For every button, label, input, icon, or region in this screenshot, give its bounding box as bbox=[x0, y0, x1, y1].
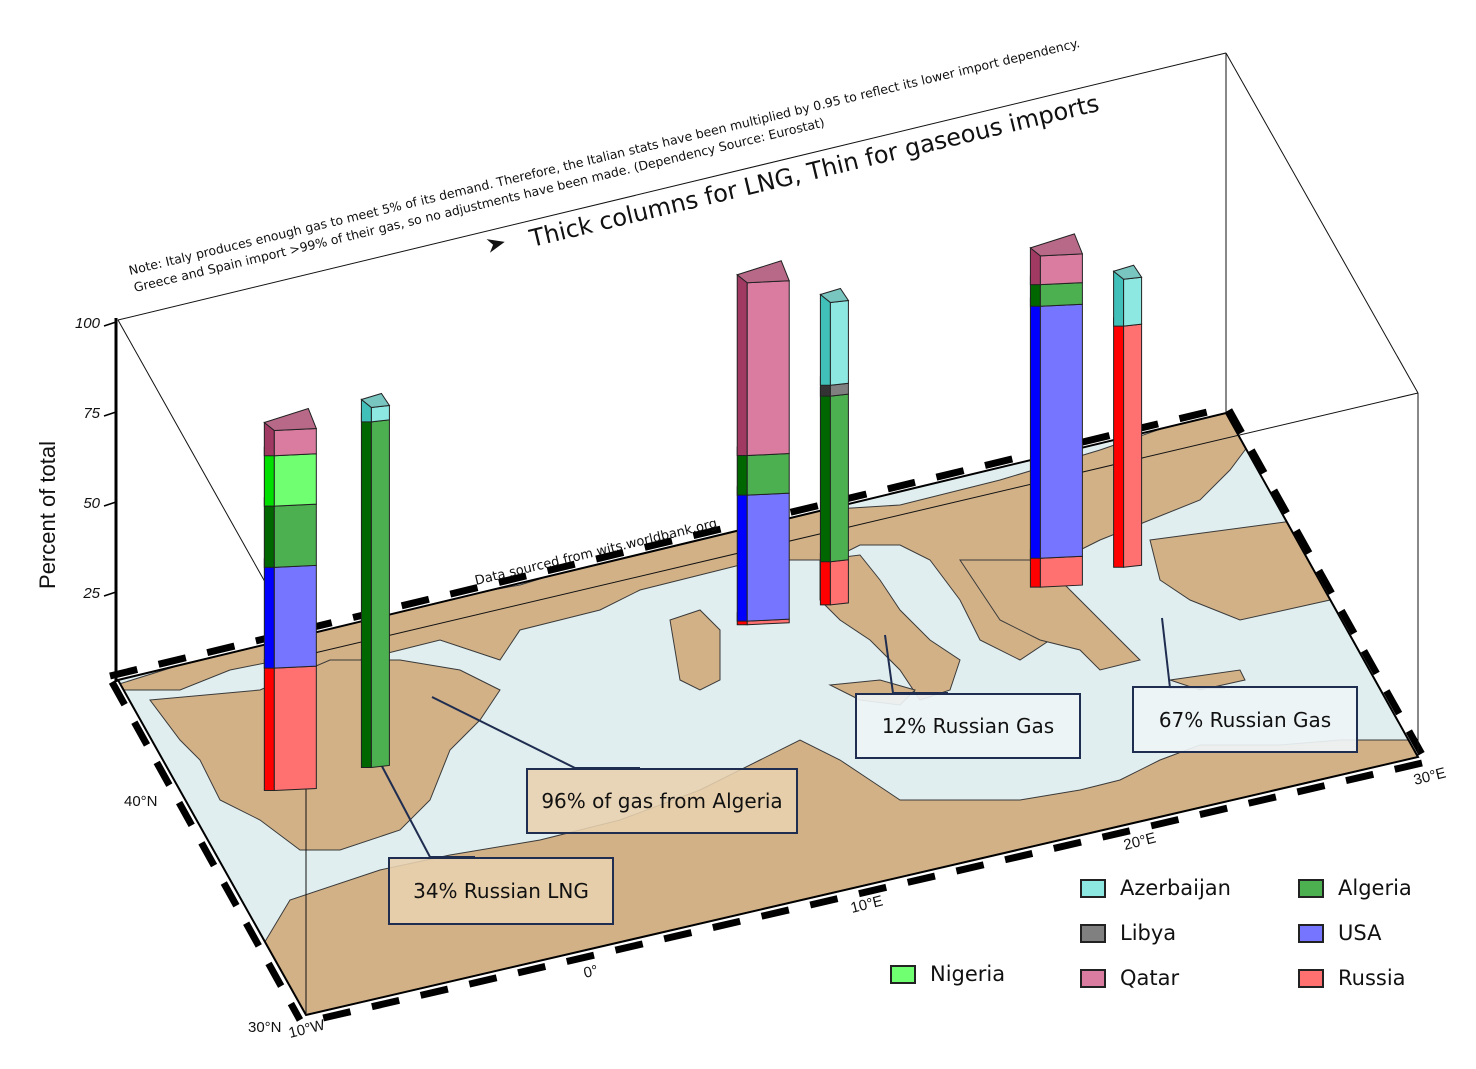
bar-top-italy-gas bbox=[819, 287, 850, 304]
legend-swatch-usa bbox=[1298, 923, 1324, 943]
bar-greece-gas-azerbaijan bbox=[1123, 276, 1143, 327]
land-balkans bbox=[959, 559, 1141, 671]
bar-spain-lng-algeria-side bbox=[263, 497, 275, 568]
column-italy-lng bbox=[736, 260, 790, 626]
bar-top-spain-lng bbox=[263, 407, 318, 432]
bar-italy-gas-russia bbox=[829, 559, 849, 606]
legend-item-usa: USA bbox=[1298, 921, 1381, 945]
bar-spain-lng-usa bbox=[273, 564, 317, 669]
bar-spain-lng-nigeria-side bbox=[263, 446, 275, 507]
bar-spain-lng-qatar bbox=[273, 427, 317, 457]
column-greece-lng bbox=[1029, 233, 1084, 588]
y-tick-mark-25 bbox=[103, 591, 117, 597]
bar-greece-lng-usa bbox=[1039, 303, 1083, 559]
bar-italy-lng-qatar bbox=[746, 280, 790, 457]
legend-label-qatar: Qatar bbox=[1120, 966, 1180, 990]
bar-italy-lng-usa bbox=[746, 492, 790, 622]
bar-greece-lng-russia bbox=[1039, 555, 1083, 588]
bar-spain-gas-algeria bbox=[370, 419, 390, 769]
column-spain-lng bbox=[263, 407, 318, 792]
bar-greece-gas-azerbaijan-side bbox=[1113, 270, 1125, 327]
y-tick-marks: 25 50 75 100 bbox=[75, 315, 117, 602]
y-tick-mark-100 bbox=[103, 321, 117, 327]
bar-spain-lng-russia bbox=[273, 665, 317, 792]
bar-italy-lng-algeria bbox=[746, 453, 790, 496]
bar-greece-gas-russia bbox=[1123, 323, 1143, 568]
bar-spain-lng-nigeria bbox=[273, 453, 317, 507]
legend-swatch-azerbaijan bbox=[1080, 878, 1106, 898]
bar-greece-lng-usa-side bbox=[1029, 297, 1041, 559]
legend-label-russia: Russia bbox=[1338, 966, 1406, 990]
bar-italy-lng-usa-side bbox=[736, 486, 748, 622]
bar-greece-gas-russia-side bbox=[1113, 317, 1125, 568]
legend-item-nigeria: Nigeria bbox=[890, 962, 1005, 986]
callout-spain-lng-text: 34% Russian LNG bbox=[413, 879, 589, 903]
bar-top-italy-lng bbox=[736, 260, 790, 284]
bar-spain-lng-algeria bbox=[273, 503, 317, 568]
bar-italy-gas-algeria-side bbox=[819, 387, 831, 563]
y-tick-mark-75 bbox=[103, 411, 117, 417]
legend-item-libya: Libya bbox=[1080, 921, 1176, 945]
land-sardinia bbox=[669, 609, 721, 691]
callout-spain-lng: 34% Russian LNG bbox=[388, 857, 614, 925]
legend-label-algeria: Algeria bbox=[1338, 876, 1412, 900]
bar-top-greece-gas bbox=[1112, 264, 1143, 280]
column-italy-gas bbox=[819, 287, 850, 606]
legend-label-nigeria: Nigeria bbox=[930, 962, 1006, 986]
y-axis-label: Percent of total bbox=[35, 441, 60, 589]
callout-greece-gas-text: 67% Russian Gas bbox=[1158, 707, 1332, 732]
lon-label-30e: 30°E bbox=[1412, 764, 1448, 788]
column-spain-gas bbox=[360, 392, 391, 769]
bar-italy-gas-azerbaijan-side bbox=[819, 293, 831, 386]
legend-swatch-russia bbox=[1298, 968, 1324, 988]
y-tick-label-100: 100 bbox=[75, 315, 101, 332]
note-line-1: Note: Italy produces enough gas to meet … bbox=[127, 35, 1081, 278]
columns-layer bbox=[263, 233, 1143, 792]
bar-spain-lng-usa-side bbox=[263, 558, 275, 669]
bar-italy-gas-azerbaijan bbox=[829, 299, 849, 386]
callout-italy-gas: 12% Russian Gas bbox=[855, 693, 1081, 759]
bar-spain-lng-russia-side bbox=[263, 659, 275, 792]
lon-label-0: 0° bbox=[582, 962, 600, 982]
legend-item-russia: Russia bbox=[1298, 966, 1406, 990]
callout-italy-gas-text: 12% Russian Gas bbox=[881, 714, 1055, 738]
column-greece-gas bbox=[1112, 264, 1143, 568]
lat-label-40n: 40°N bbox=[124, 793, 158, 810]
legend-item-algeria: Algeria bbox=[1298, 876, 1412, 900]
bar-italy-gas-algeria bbox=[829, 393, 849, 563]
bar-top-spain-gas bbox=[360, 392, 391, 408]
land-europe-north bbox=[118, 413, 1261, 691]
lat-label-30n: 30°N bbox=[248, 1019, 282, 1036]
y-axis: 25 50 75 100 Percent of total bbox=[35, 315, 118, 682]
callout-greece-gas: 67% Russian Gas bbox=[1132, 686, 1358, 753]
bar-italy-lng-qatar-side bbox=[736, 273, 748, 457]
y-tick-label-50: 50 bbox=[83, 495, 100, 512]
legend-label-azerbaijan: Azerbaijan bbox=[1120, 876, 1231, 900]
bar-spain-gas-algeria-side bbox=[360, 412, 372, 768]
callout-spain-gas: 96% of gas from Algeria bbox=[526, 768, 798, 834]
y-tick-label-25: 25 bbox=[82, 585, 100, 602]
bar-top-greece-lng bbox=[1029, 233, 1084, 257]
legend-swatch-libya bbox=[1080, 923, 1106, 943]
legend-swatch-nigeria bbox=[890, 964, 916, 984]
legend-item-qatar: Qatar bbox=[1080, 966, 1179, 990]
arrow-icon bbox=[486, 239, 505, 253]
bar-greece-lng-algeria bbox=[1039, 282, 1083, 307]
y-tick-label-75: 75 bbox=[83, 405, 100, 422]
legend-label-usa: USA bbox=[1338, 921, 1382, 945]
bar-greece-lng-qatar bbox=[1039, 253, 1083, 286]
legend-swatch-algeria bbox=[1298, 878, 1324, 898]
lon-label-10w: 10°W bbox=[287, 1016, 328, 1042]
bar-spain-gas-azerbaijan bbox=[370, 404, 390, 423]
legend-label-libya: Libya bbox=[1120, 921, 1177, 945]
lon-label-10e: 10°E bbox=[849, 892, 885, 916]
legend-item-azerbaijan: Azerbaijan bbox=[1080, 876, 1231, 900]
legend-swatch-qatar bbox=[1080, 968, 1106, 988]
land-italy bbox=[819, 554, 961, 701]
y-tick-mark-50 bbox=[103, 501, 117, 507]
callout-spain-gas-text: 96% of gas from Algeria bbox=[541, 789, 783, 813]
